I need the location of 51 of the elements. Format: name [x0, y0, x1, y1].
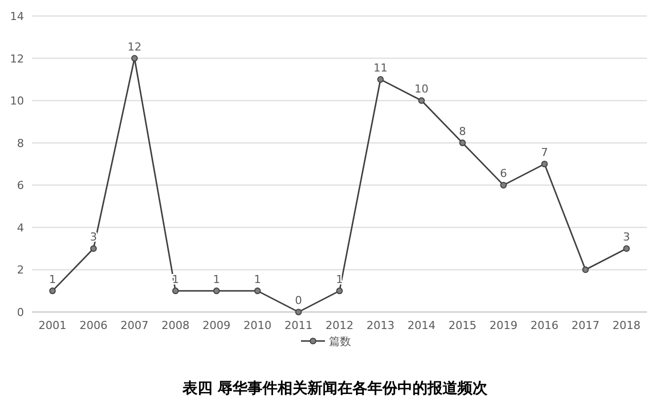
data-label: 10: [414, 82, 428, 96]
point: [623, 245, 630, 252]
y-tick-label: 4: [17, 221, 24, 234]
data-label: 3: [623, 230, 630, 244]
data-label: 1: [49, 272, 56, 286]
y-tick-label: 12: [10, 52, 24, 66]
legend-label: 篇数: [329, 335, 351, 348]
data-label: 1: [213, 272, 220, 286]
point: [213, 288, 220, 294]
x-tick-label: 2013: [366, 319, 394, 332]
text: 表四 辱华事件相关新闻在各年份中的报道频次: [181, 379, 489, 397]
x-tick-label: 2019: [490, 319, 518, 332]
x-tick-label: 2015: [448, 319, 476, 332]
y-tick-label: 6: [17, 179, 24, 192]
data-label: 12: [128, 40, 142, 54]
point: [90, 245, 97, 252]
x-tick-label: 2008: [162, 319, 190, 332]
x-tick-label: 2016: [530, 319, 558, 332]
data-label: 8: [459, 124, 466, 138]
point: [377, 76, 384, 83]
point: [295, 308, 302, 316]
point: [500, 182, 507, 188]
point: [172, 288, 179, 294]
y-tick-label: 14: [10, 10, 24, 23]
point: [336, 288, 343, 294]
y-tick-label: 0: [17, 306, 24, 319]
x-tick-label: 2012: [326, 319, 354, 332]
y-tick-label: 8: [17, 136, 24, 150]
y-tick-label: 10: [10, 94, 24, 108]
x-tick-label: 2010: [244, 319, 272, 332]
point: [131, 54, 138, 62]
x-tick-label: 2017: [572, 319, 600, 332]
data-label: 7: [541, 146, 548, 159]
point: [541, 160, 548, 168]
x-tick-label: 2011: [284, 319, 312, 332]
point: [418, 97, 425, 104]
x-tick-label: 2007: [120, 319, 148, 332]
x-tick-label: 2001: [38, 319, 66, 332]
x-tick-label: 2006: [80, 319, 108, 332]
x-tick-label: 2014: [408, 319, 436, 332]
x-tick-label: 2018: [612, 319, 640, 332]
point: [582, 266, 589, 274]
data-label: 1: [254, 272, 261, 286]
point: [459, 140, 466, 146]
data-label: 11: [374, 61, 388, 74]
x-tick-label: 2009: [202, 319, 230, 332]
y-tick-label: 2: [17, 264, 24, 277]
data-label: 6: [500, 167, 507, 180]
data-label: 0: [295, 294, 302, 307]
point: [254, 288, 261, 294]
point: [49, 288, 56, 294]
